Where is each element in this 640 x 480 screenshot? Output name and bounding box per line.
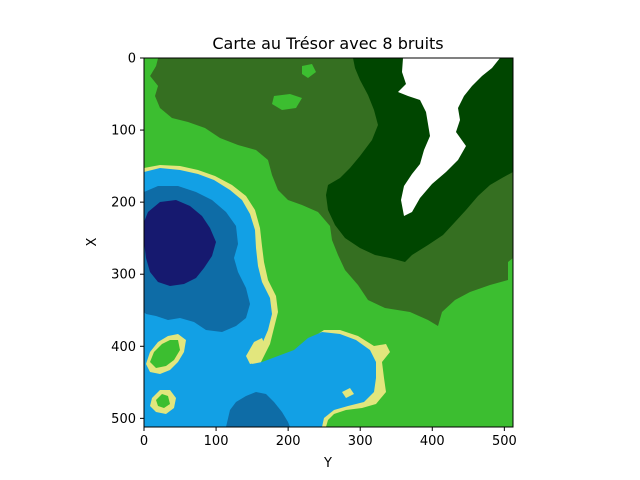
y-tick-label: 200 bbox=[111, 196, 136, 211]
plot-frame bbox=[143, 57, 514, 428]
x-tick-label: 0 bbox=[140, 434, 148, 449]
island-bottom-grass bbox=[156, 394, 170, 408]
chart-title: Carte au Trésor avec 8 bruits bbox=[212, 34, 443, 53]
x-tick-label: 400 bbox=[420, 434, 445, 449]
y-tick-label: 0 bbox=[128, 52, 136, 67]
y-tick-label: 300 bbox=[111, 268, 136, 283]
y-axis-label: X bbox=[85, 237, 100, 246]
deep-water-region bbox=[144, 200, 216, 286]
x-axis-label: Y bbox=[323, 456, 332, 471]
sand-spit bbox=[246, 338, 266, 364]
grass-patch bbox=[144, 58, 158, 98]
y-axis-ticks: 0 100 200 300 400 500 bbox=[111, 52, 144, 427]
x-tick-label: 500 bbox=[492, 434, 517, 449]
grass-patch bbox=[272, 94, 302, 110]
dark-forest-region bbox=[326, 58, 513, 262]
y-tick-label: 400 bbox=[111, 340, 136, 355]
y-tick-label: 500 bbox=[111, 412, 136, 427]
snow-region bbox=[398, 58, 500, 216]
y-tick-label: 100 bbox=[111, 124, 136, 139]
sand-islet bbox=[342, 388, 354, 398]
island-left-grass bbox=[150, 340, 180, 368]
terrain-heatmap bbox=[144, 58, 513, 427]
x-tick-label: 300 bbox=[348, 434, 373, 449]
grass-patch bbox=[302, 64, 316, 78]
x-tick-label: 200 bbox=[276, 434, 301, 449]
x-axis-ticks: 0 100 200 300 400 500 bbox=[140, 427, 517, 449]
mid-water-region bbox=[226, 392, 290, 427]
x-tick-label: 100 bbox=[204, 434, 229, 449]
